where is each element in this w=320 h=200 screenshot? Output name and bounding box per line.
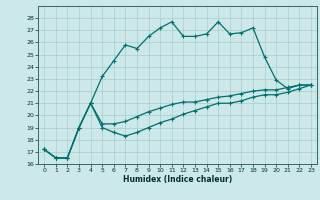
X-axis label: Humidex (Indice chaleur): Humidex (Indice chaleur) xyxy=(123,175,232,184)
